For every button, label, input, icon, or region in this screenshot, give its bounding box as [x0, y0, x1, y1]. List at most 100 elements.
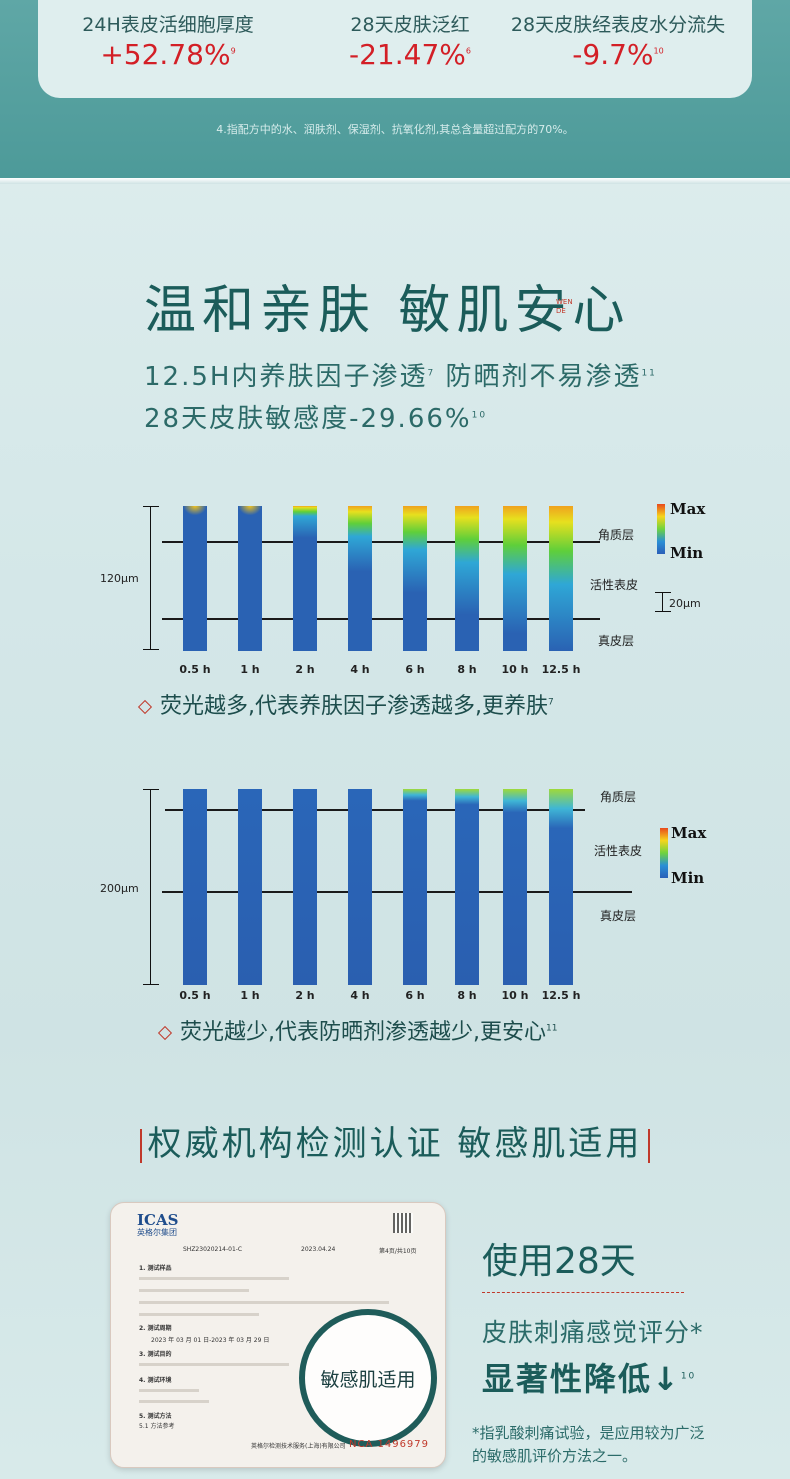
text-line: [139, 1277, 289, 1280]
penetration-bar: [183, 506, 207, 651]
text-line: [139, 1363, 289, 1366]
penetration-bar: [549, 506, 573, 651]
stat-value: +52.78%9: [100, 38, 236, 71]
penetration-chart-sunscreen: 200μm 角质层 活性表皮 真皮层 Max Min 0.5 h 1 h 2 h 4 …: [0, 785, 790, 1005]
layer-label-stratum: 角质层: [598, 528, 635, 542]
stat-value: -21.47%6: [349, 38, 471, 71]
stat-cell-thickness: 24H表皮活细胞厚度 +52.78%9: [78, 10, 258, 71]
cert-section: 1. 测试样品: [139, 1265, 172, 1272]
stat-redness: 28天皮肤泛红 -21.47%6: [320, 10, 500, 71]
time-label: 10 h: [501, 663, 529, 676]
time-label: 4 h: [350, 989, 370, 1002]
text-line: [139, 1400, 209, 1403]
diamond-icon: [157, 1025, 173, 1041]
scale-min: Min: [670, 544, 704, 562]
stat-label: 28天皮肤经表皮水分流失: [510, 14, 726, 36]
time-label: 6 h: [405, 989, 425, 1002]
penetration-bar: [293, 506, 317, 651]
color-scale: [660, 828, 668, 878]
penetration-bar: [549, 789, 573, 985]
penetration-bar: [348, 506, 372, 651]
time-label: 0.5 h: [179, 989, 211, 1002]
diamond-icon: [137, 699, 153, 715]
penetration-bar: [348, 789, 372, 985]
layer-label-epidermis: 活性表皮: [590, 578, 639, 592]
time-label: 8 h: [457, 663, 477, 676]
penetration-bar: [238, 506, 262, 651]
scale-min: Min: [671, 869, 705, 887]
penetration-bar: [403, 789, 427, 985]
wende-mark: WEN DE: [556, 298, 573, 315]
depth-label: 120μm: [100, 572, 139, 585]
color-scale: [657, 504, 665, 554]
layer-label-dermis: 真皮层: [598, 634, 635, 648]
layer-label-dermis: 真皮层: [600, 909, 637, 923]
test-certificate: ICAS 英格尔集团 SHZ23020214-01-C 2023.04.24 第…: [110, 1202, 446, 1468]
time-label: 4 h: [350, 663, 370, 676]
dashed-divider: [482, 1292, 684, 1293]
stats-card: 24H表皮活细胞厚度 +52.78%9 28天皮肤泛红 -21.47%6 28天…: [38, 0, 752, 98]
cert-section: 5.1 方法参考: [139, 1423, 175, 1430]
scale-max: Max: [671, 824, 707, 842]
penetration-bar: [503, 506, 527, 651]
penetration-bar: [455, 789, 479, 985]
time-label: 6 h: [405, 663, 425, 676]
time-label: 0.5 h: [179, 663, 211, 676]
text-line: [139, 1313, 259, 1316]
headline: 温和亲肤 敏肌安心: [144, 281, 631, 341]
significant-reduction: 显著性降低↓10: [482, 1360, 697, 1398]
caption-sunscreen: 荧光越少,代表防晒剂渗透越少,更安心11: [157, 1014, 557, 1046]
pipe-right: [648, 1128, 651, 1163]
report-date: 2023.04.24: [301, 1246, 336, 1253]
pipe-left: [139, 1128, 142, 1163]
text-line: [139, 1301, 389, 1304]
cert-section: 2. 测试周期: [139, 1325, 172, 1332]
cert-section: 3. 测试目的: [139, 1351, 172, 1358]
caption-nutrient: 荧光越多,代表养肤因子渗透越多,更养肤7: [137, 688, 554, 720]
report-page: 第4页/共10页: [379, 1248, 417, 1255]
boundary-line-bottom: [162, 891, 632, 893]
depth-bracket: [143, 506, 159, 650]
sting-score-label: 皮肤刺痛感觉评分*: [482, 1318, 704, 1347]
sensitive-skin-badge: 敏感肌适用: [299, 1309, 437, 1447]
penetration-bar: [503, 789, 527, 985]
report-no: SHZ23020214-01-C: [183, 1246, 243, 1253]
subheadline-2: 28天皮肤敏感度-29.66%10: [144, 404, 488, 434]
time-label: 1 h: [240, 989, 260, 1002]
cert-footer: 英格尔检测技术服务(上海)有限公司: [251, 1443, 346, 1450]
boundary-line-bottom: [162, 618, 600, 620]
penetration-bar: [293, 789, 317, 985]
time-label: 1 h: [240, 663, 260, 676]
text-line: [139, 1389, 199, 1392]
time-label: 12.5 h: [541, 989, 581, 1002]
time-label: 8 h: [457, 989, 477, 1002]
section-title: 权威机构检测认证 敏感肌适用: [0, 1116, 790, 1165]
subheadline-1: 12.5H内养肤因子渗透7 防晒剂不易渗透11: [144, 362, 657, 392]
time-label: 12.5 h: [541, 663, 581, 676]
divider: [0, 178, 790, 184]
scale-bar-label: 20μm: [669, 597, 701, 610]
test-period: 2023 年 03 月 01 日-2023 年 03 月 29 日: [151, 1337, 270, 1344]
lactic-acid-note: *指乳酸刺痛试验，是应用较为广泛的敏感肌评价方法之一。: [472, 1424, 705, 1465]
scale-max: Max: [670, 500, 706, 518]
depth-label: 200μm: [100, 882, 139, 895]
boundary-line-top: [162, 541, 600, 543]
layer-label-epidermis: 活性表皮: [594, 844, 643, 858]
stat-tewl: 28天皮肤经表皮水分流失 -9.7%10: [508, 10, 728, 71]
penetration-bar: [183, 789, 207, 985]
penetration-chart-nutrient: 120μm 角质层 活性表皮 真皮层 Max Min 20μm 0.5 h 1 h…: [0, 500, 790, 690]
icas-logo: ICAS: [137, 1211, 179, 1229]
text-line: [139, 1289, 249, 1292]
penetration-bar: [238, 789, 262, 985]
formula-footnote: 4.指配方中的水、润肤剂、保湿剂、抗氧化剂,其总含量超过配方的70%。: [216, 123, 574, 136]
penetration-bar: [403, 506, 427, 651]
cert-section: 4. 测试环境: [139, 1377, 172, 1384]
time-label: 10 h: [501, 989, 529, 1002]
layer-label-stratum: 角质层: [600, 790, 637, 804]
time-label: 2 h: [295, 663, 315, 676]
stat-label: 24H表皮活细胞厚度: [82, 14, 254, 36]
qr-code-icon: [393, 1213, 413, 1233]
cert-section: 5. 测试方法: [139, 1413, 172, 1420]
scale-bar: [655, 592, 671, 612]
logo-subtitle: 英格尔集团: [137, 1228, 177, 1237]
